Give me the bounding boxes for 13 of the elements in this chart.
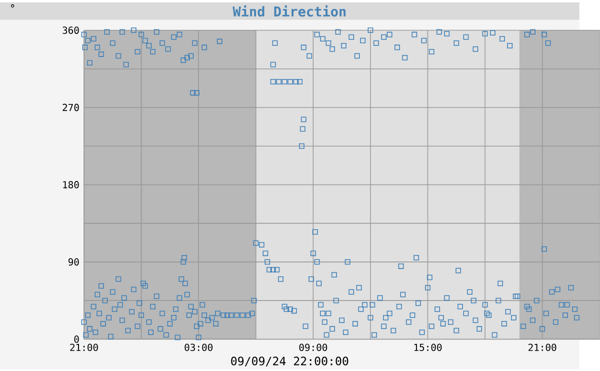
y-tick-label: 0 [74,336,79,344]
y-tick-label: 360 [62,26,79,34]
x-tick-label: 21:00 [70,344,98,352]
x-tick-label: 15:00 [414,344,442,352]
x-tick-label: 21:00 [528,344,556,352]
chart-title: Wind Direction [232,6,346,17]
text: ° [10,4,14,8]
y-tick-label: 180 [63,181,79,189]
x-axis-title: 09/09/24 22:00:00 [231,356,348,367]
x-tick-label: 09:00 [299,344,328,352]
y-tick-label: 270 [62,104,79,112]
y-tick-label: 90 [68,258,79,266]
x-tick-label: 03:00 [184,344,213,352]
